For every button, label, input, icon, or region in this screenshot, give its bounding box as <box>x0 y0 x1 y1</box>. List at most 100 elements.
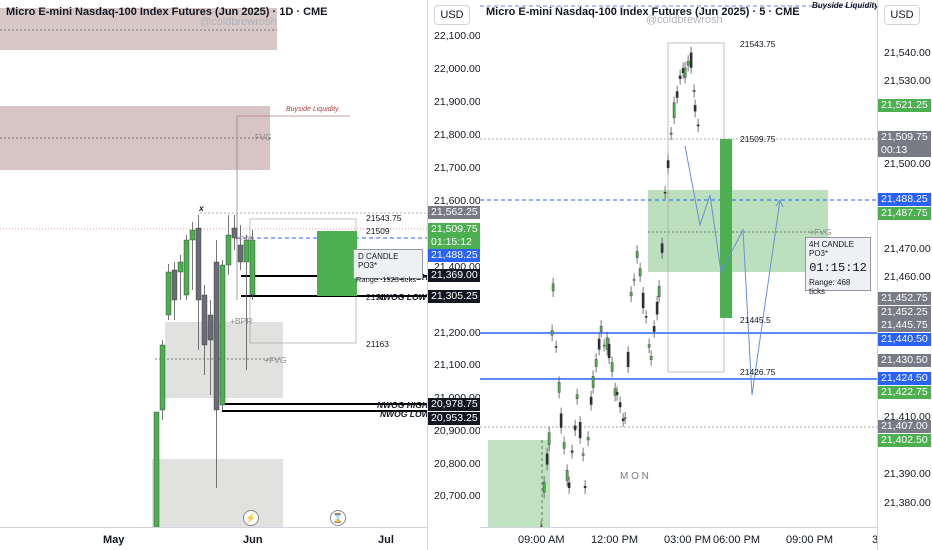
currency-label[interactable]: USD <box>884 5 920 25</box>
candle-body <box>692 90 696 92</box>
hourglass-icon[interactable]: ⌛ <box>330 510 346 526</box>
candle-body <box>686 61 690 66</box>
intraday-price-axis[interactable]: USD 21,540.00 21,530.00 21,500.00 21,470… <box>877 0 932 550</box>
x-label: 06:00 PM <box>713 534 761 546</box>
nwog-low-label-1: NWOG LOW <box>377 292 427 302</box>
fvg-zone-green <box>648 190 828 272</box>
session-label: M O N <box>620 471 649 482</box>
candle-body <box>177 261 184 273</box>
candle-body <box>621 418 625 422</box>
fvg-plus-label: +FVG <box>264 355 287 365</box>
candle-body <box>663 191 667 194</box>
candle-body <box>219 264 226 406</box>
daily-chart-pane[interactable]: Micro E-mini Nasdaq-100 Index Futures (J… <box>0 0 427 550</box>
tick: 21,600.00 <box>434 195 481 207</box>
price-21543-label: 21543.75 <box>366 213 402 223</box>
candle-body <box>607 343 611 359</box>
price-tag: 21,487.75 <box>878 207 931 220</box>
candle-body <box>586 437 590 441</box>
candle-body <box>249 239 256 296</box>
x-label: 12:00 PM <box>591 534 639 546</box>
tick: 21,800.00 <box>434 129 481 141</box>
tick: 20,700.00 <box>434 490 481 502</box>
daily-chart-canvas <box>0 8 427 530</box>
tick: 21,500.00 <box>884 158 931 170</box>
candle-body <box>547 432 551 445</box>
candle-body <box>618 402 622 408</box>
candle-body <box>567 482 571 489</box>
daily-candle-po3-box: D CANDLE PO3* Range: 1523 ticks <box>353 249 423 284</box>
tick: 21,200.00 <box>434 327 481 339</box>
price-tag: 21,305.25 <box>428 290 481 303</box>
tick: 21,100.00 <box>434 359 481 371</box>
candle-body <box>696 124 700 127</box>
price-tag: 21,440.50 <box>878 333 931 346</box>
nwog-high-label-2: NWOG HIGH <box>377 400 427 410</box>
candle-body <box>225 234 232 266</box>
currency-label[interactable]: USD <box>434 5 470 25</box>
candle-body <box>652 326 656 332</box>
x-label-may: May <box>103 534 125 546</box>
x-label: 3 <box>872 534 877 546</box>
price-tag: 21,488.25 <box>878 193 931 206</box>
tick: 21,380.00 <box>884 497 931 509</box>
price-tag: 21,430.50 <box>878 354 931 367</box>
candle-body <box>594 358 598 367</box>
candle-body <box>189 229 196 241</box>
candle-body <box>551 283 555 292</box>
candle-body <box>583 485 587 489</box>
candle-body <box>626 351 630 368</box>
price-21445-label: 21445.5 <box>740 315 771 325</box>
candle-body <box>557 382 561 393</box>
intraday-chart-pane[interactable]: Micro E-mini Nasdaq-100 Index Futures (J… <box>480 0 877 550</box>
box-title: 4H CANDLE PO3* <box>809 240 854 258</box>
candle-body <box>623 417 627 420</box>
candle-body <box>562 442 566 449</box>
tick: 21,900.00 <box>434 96 481 108</box>
last-price-tag: 21,509.75 00:13 <box>878 131 931 157</box>
tick: 20,800.00 <box>434 458 481 470</box>
tick: 21,530.00 <box>884 75 931 87</box>
watermark: @coldbrewrosh <box>200 16 277 28</box>
candle-body <box>615 392 619 396</box>
price-21543-label: 21543.75 <box>740 39 776 49</box>
candle-body <box>666 160 670 169</box>
price-tag: 21,488.25 <box>428 249 481 262</box>
tick: 20,900.00 <box>434 425 481 437</box>
daily-price-axis[interactable]: USD 22,100.00 22,000.00 21,900.00 21,800… <box>427 0 481 550</box>
daily-time-axis[interactable]: May Jun Jul <box>0 527 427 550</box>
price-tag: 21,445.75 <box>878 319 931 332</box>
lightning-icon[interactable]: ⚡ <box>243 510 259 526</box>
price-tag: 21,369.00 <box>428 269 481 282</box>
price-tag: 21,422.75 <box>878 386 931 399</box>
premium-zone-top <box>0 8 277 50</box>
tick: 21,470.00 <box>884 243 931 255</box>
candle-body <box>581 453 585 456</box>
candle-body <box>153 411 160 530</box>
candle-body <box>610 362 614 372</box>
candle-body <box>575 394 579 399</box>
candle-body <box>599 326 603 332</box>
candle-body <box>669 132 673 135</box>
candle-body <box>632 279 636 281</box>
candle-body <box>159 344 166 411</box>
tick: 21,540.00 <box>884 47 931 59</box>
price-21509-label: 21509.75 <box>740 134 776 144</box>
box-range: Range: 1523 ticks <box>356 275 417 284</box>
candle-body <box>683 67 687 78</box>
price-tag: 21,424.50 <box>878 372 931 385</box>
candle-body <box>638 268 642 277</box>
candle-body <box>591 376 595 388</box>
candle-body <box>237 244 244 263</box>
projected-daily-candle <box>317 231 357 296</box>
candle-body <box>183 239 190 296</box>
intraday-time-axis[interactable]: 09:00 AM 12:00 PM 03:00 PM 06:00 PM 09:0… <box>480 527 877 550</box>
box-timer: 01:15:12 <box>809 261 867 275</box>
fvg-label: FVG <box>255 133 272 142</box>
daily-candles <box>153 215 256 530</box>
candle-body <box>647 344 651 348</box>
candle-body <box>578 422 582 439</box>
candle-body <box>678 75 682 79</box>
candle-body <box>629 291 633 297</box>
price-tag: 21,452.75 <box>878 292 931 305</box>
